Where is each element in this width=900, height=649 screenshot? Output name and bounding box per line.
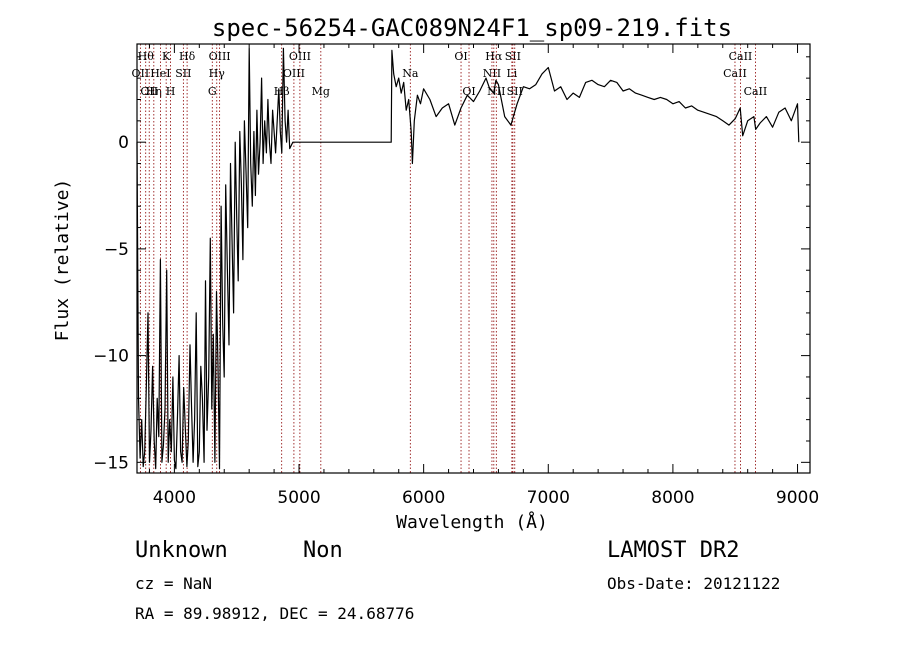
- spectrum-line: [136, 47, 800, 470]
- line-marker-label-6: H: [166, 85, 176, 98]
- y-axis: 0 −5 −10 −15: [93, 56, 810, 473]
- line-marker-label-5: K: [162, 50, 171, 63]
- line-marker-label-1: Hθ: [138, 50, 155, 63]
- x-tick-label: 7000: [527, 488, 570, 508]
- line-marker-label-3: Hη: [146, 85, 162, 98]
- line-marker-label-14: OIII: [289, 50, 311, 63]
- y-tick-label: −15: [93, 453, 129, 473]
- line-marker-label-2: OII: [140, 85, 158, 98]
- line-marker-label-21: NII: [487, 85, 505, 98]
- object-subclass: Non: [303, 538, 343, 563]
- line-marker-label-16: Na: [402, 67, 419, 80]
- object-class: Unknown: [135, 538, 228, 563]
- line-marker-label-23: SII: [505, 50, 521, 63]
- line-marker-label-15: Mg: [312, 85, 330, 98]
- coordinates: RA = 89.98912, DEC = 24.68776: [135, 604, 415, 623]
- y-tick-label: −5: [104, 240, 129, 260]
- line-marker-label-12: Hβ: [274, 85, 290, 98]
- chart-title: spec-56254-GAC089N24F1_sp09-219.fits: [212, 14, 732, 42]
- line-marker-label-7: SII: [175, 67, 191, 80]
- line-marker-label-24: SII: [507, 85, 523, 98]
- line-marker-label-11: OIII: [209, 50, 231, 63]
- x-tick-label: 8000: [651, 488, 694, 508]
- spectral-line-markers: OIIHθOIIHηHeIKHSIIHδGHγOIIIHβOIIIOIIIMgN…: [132, 44, 768, 473]
- x-tick-label: 9000: [776, 488, 819, 508]
- x-tick-label: 4000: [153, 488, 196, 508]
- observation-date: Obs-Date: 20121122: [607, 574, 781, 593]
- line-marker-label-8: Hδ: [179, 50, 196, 63]
- redshift-cz: cz = NaN: [135, 574, 213, 593]
- y-axis-label: Flux (relative): [52, 179, 73, 342]
- line-marker-label-4: HeI: [150, 67, 170, 80]
- line-marker-label-17: OI: [454, 50, 467, 63]
- x-axis: 4000 5000 6000 7000 8000 9000: [148, 44, 819, 508]
- line-marker-label-13: OIII: [283, 67, 305, 80]
- x-axis-label: Wavelength (Å): [396, 511, 548, 533]
- line-marker-label-22: Li: [506, 67, 517, 80]
- line-marker-label-9: G: [208, 85, 217, 98]
- line-marker-label-27: CaII: [744, 85, 768, 98]
- line-marker-label-20: Hα: [485, 50, 503, 63]
- line-marker-label-25: CaII: [723, 67, 747, 80]
- line-marker-label-26: CaII: [729, 50, 753, 63]
- x-tick-label: 6000: [402, 488, 445, 508]
- y-tick-label: −10: [93, 347, 129, 367]
- line-marker-label-18: OI: [462, 85, 475, 98]
- line-marker-label-10: Hγ: [209, 67, 226, 80]
- survey-name: LAMOST DR2: [607, 538, 740, 563]
- y-tick-label: 0: [118, 133, 129, 153]
- x-tick-label: 5000: [277, 488, 320, 508]
- line-marker-label-0: OII: [132, 67, 150, 80]
